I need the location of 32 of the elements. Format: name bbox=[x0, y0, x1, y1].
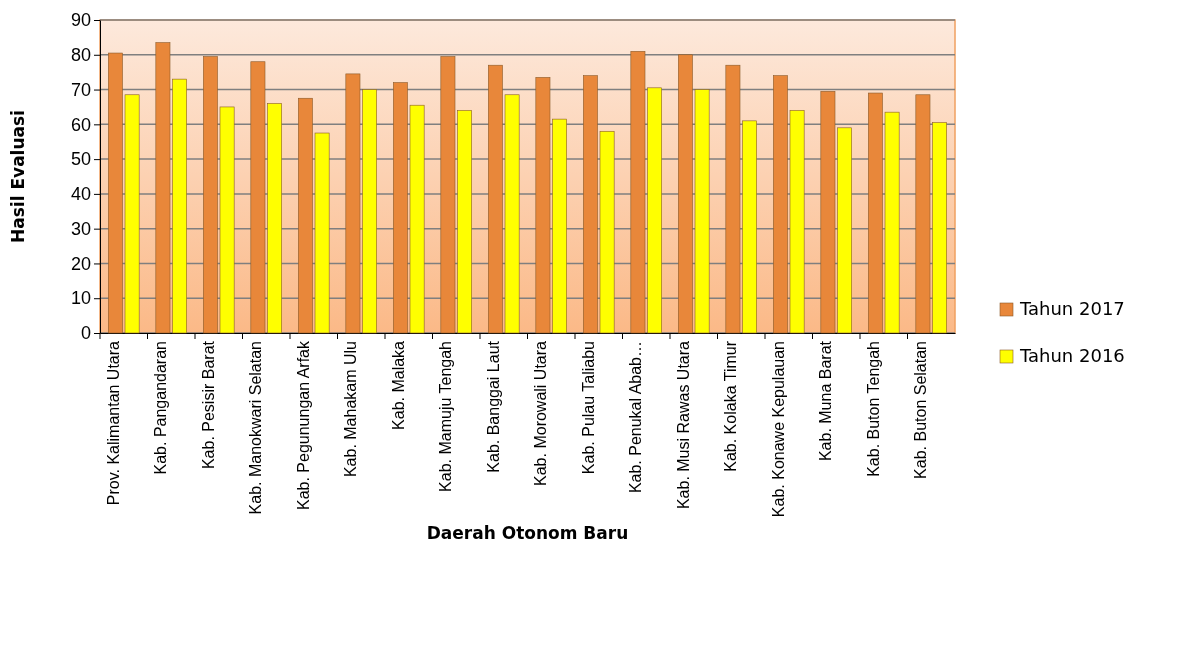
y-tick-label: 30 bbox=[70, 218, 91, 239]
x-tick-label: Prov. Kalimantan Utara bbox=[104, 340, 122, 506]
x-tick-label: Kab. Pulau Taliabu bbox=[579, 341, 597, 475]
x-tick-label: Kab. Penukal Abab… bbox=[627, 341, 645, 494]
y-tick-label: 80 bbox=[70, 45, 91, 66]
x-tick-label: Kab. Musi Rawas Utara bbox=[674, 340, 692, 510]
y-tick-label: 70 bbox=[70, 79, 91, 100]
y-tick-label: 50 bbox=[70, 149, 91, 170]
x-tick-label: Kab. Pesisir Barat bbox=[199, 340, 217, 470]
x-tick-label: Kab. Morowali Utara bbox=[532, 340, 550, 486]
y-tick-label: 60 bbox=[70, 114, 91, 135]
legend-label: Tahun 2017 bbox=[1019, 298, 1125, 319]
x-tick-label: Kab. Mahakam Ulu bbox=[342, 341, 360, 478]
x-tick-label: Kab. Mamuju Tengah bbox=[437, 341, 455, 492]
x-tick-label: Kab. Manokwari Selatan bbox=[247, 341, 265, 515]
legend-label: Tahun 2016 bbox=[1019, 345, 1125, 366]
x-tick-label: Kab. Konawe Kepulauan bbox=[769, 341, 787, 518]
x-tick-label: Kab. Pegunungan Arfak bbox=[294, 340, 312, 511]
x-tick-label: Kab. Kolaka Timur bbox=[722, 340, 740, 472]
x-tick-label: Kab. Muna Barat bbox=[817, 340, 835, 462]
y-tick-label: 90 bbox=[70, 10, 91, 31]
x-tick-label: Kab. Buton Tengah bbox=[864, 341, 882, 477]
y-tick-label: 0 bbox=[80, 323, 91, 344]
y-tick-label: 40 bbox=[70, 184, 91, 205]
x-tick-label: Kab. Pangandaran bbox=[152, 341, 170, 475]
y-tick-label: 20 bbox=[70, 253, 91, 274]
x-tick-label: Kab. Malaka bbox=[389, 340, 407, 430]
y-tick-label: 10 bbox=[70, 288, 91, 309]
x-tick-label: Kab. Banggai Laut bbox=[484, 340, 502, 473]
x-axis-title: Daerah Otonom Baru bbox=[426, 523, 629, 544]
y-axis-title: Hasil Evaluasi bbox=[8, 110, 28, 243]
x-tick-label: Kab. Buton Selatan bbox=[912, 341, 930, 479]
